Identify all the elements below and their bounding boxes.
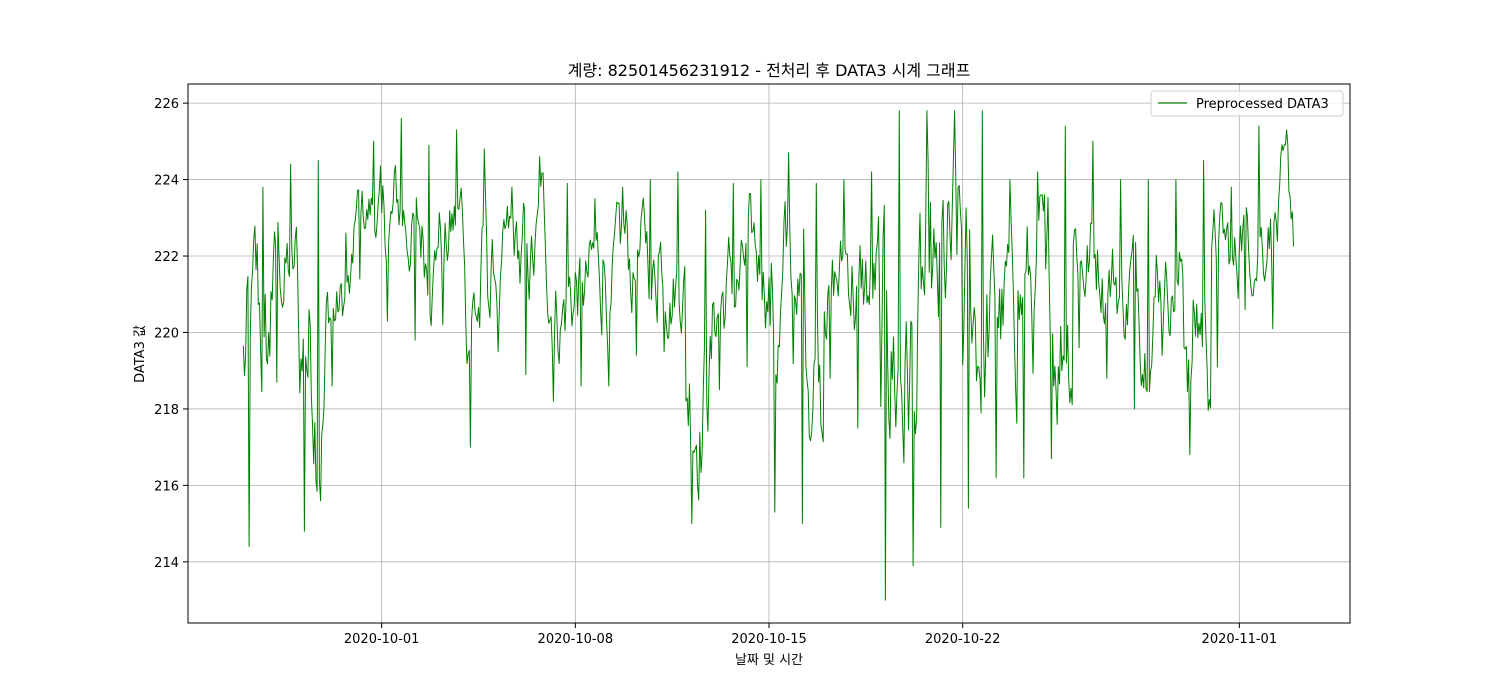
x-tick-label: 2020-11-01 [1202,632,1278,647]
y-tick-label: 226 [154,97,179,112]
y-tick-label: 224 [154,174,179,189]
y-axis: 214 216 218 220 222 224 226 [154,97,188,571]
legend: Preprocessed DATA3 [1150,90,1344,117]
y-tick-label: 222 [154,250,179,265]
y-tick-label: 218 [154,403,179,418]
series-line-preprocessed-data3 [242,110,1294,601]
chart-title: 계량: 82501456231912 - 전처리 후 DATA3 시계 그래프 [568,61,971,80]
x-tick-label: 2020-10-08 [538,632,614,647]
x-axis-label: 날짜 및 시간 [735,653,803,668]
x-axis: 2020-10-01 2020-10-08 2020-10-15 2020-10-22… [344,623,1277,647]
legend-box [1150,90,1344,117]
x-tick-label: 2020-10-15 [731,632,807,647]
x-tick-label: 2020-10-22 [925,632,1001,647]
x-tick-label: 2020-10-01 [344,632,420,647]
y-tick-label: 220 [154,326,179,341]
legend-label: Preprocessed DATA3 [1196,97,1329,112]
grid-lines [188,84,1350,623]
y-tick-label: 216 [154,479,179,494]
y-axis-label: DATA3 값 [133,325,148,383]
series-layer [242,110,1294,601]
y-tick-label: 214 [154,556,179,571]
